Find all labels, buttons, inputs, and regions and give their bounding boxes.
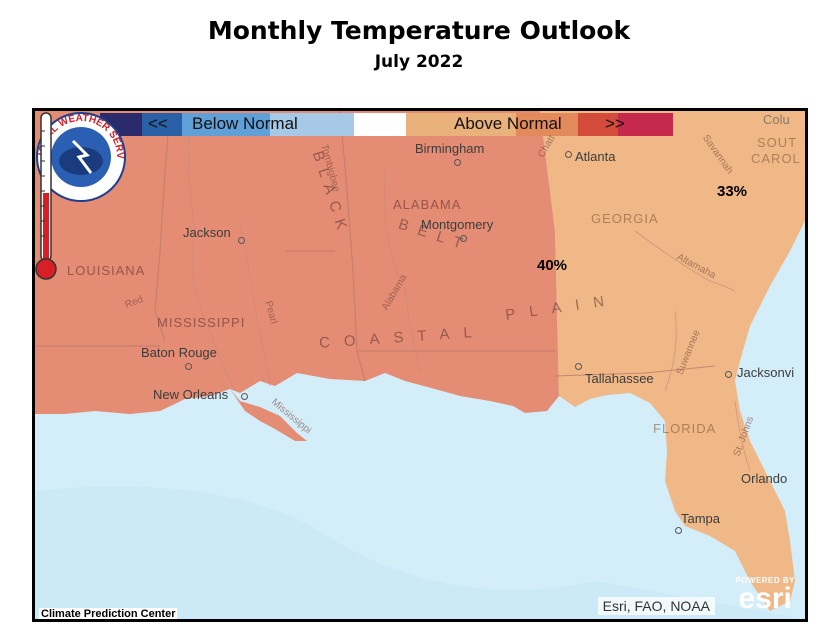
city-dot-birmingham [454,159,461,166]
city-dot-atlanta [565,151,572,158]
state-label-louisiana: LOUISIANA [67,263,146,278]
outlook-map[interactable]: << Below Normal Above Normal >> ALABAMA … [32,108,808,622]
city-atlanta: Atlanta [575,149,616,164]
esri-powered-by: POWERED BY [735,576,795,585]
state-label-alabama: ALABAMA [393,197,462,212]
city-dot-tampa [675,527,682,534]
city-jackson: Jackson [183,225,231,240]
city-dot-jackson [238,237,245,244]
city-dot-jacksonville [725,371,732,378]
region-40-percent [35,111,559,414]
city-tampa: Tampa [681,511,721,526]
city-dot-tallahassee [575,363,582,370]
legend-swatch-7 [516,113,578,136]
map-subtitle: July 2022 [374,52,464,72]
legend-above-label: Above Normal [454,114,562,133]
deep-water [35,486,805,619]
city-dot-baton-rouge [185,363,192,370]
state-label-south-carolina-2: CAROL [751,151,801,166]
city-columbia: Colu [763,112,790,127]
legend-swatch-4 [270,113,354,136]
map-canvas [35,111,805,619]
agency-label: Climate Prediction Center [39,608,178,620]
legend-swatch-3 [182,113,270,136]
state-borders [35,111,716,382]
legend-swatch-2 [142,113,182,136]
city-tallahassee: Tallahassee [585,371,654,386]
esri-logo[interactable]: POWERED BY esri [735,576,795,615]
legend-left-arrows: << [148,114,168,133]
thermometer-icon [35,112,57,280]
probability-east: 33% [717,183,748,200]
map-attribution[interactable]: Esri, FAO, NOAA [597,597,715,615]
legend-swatch-5 [354,113,406,136]
esri-brand: esri [738,582,792,615]
region-33-percent [540,111,805,611]
legend-below-label: Below Normal [192,114,298,133]
state-label-georgia: GEORGIA [591,211,659,226]
city-montgomery: Montgomery [421,217,494,232]
city-new-orleans: New Orleans [153,387,229,402]
map-title: Monthly Temperature Outlook [207,16,631,45]
city-jacksonville: Jacksonvi [737,365,795,380]
legend-bar: << Below Normal Above Normal >> [100,113,673,136]
city-birmingham: Birmingham [415,141,485,156]
legend-swatch-9 [618,113,673,136]
mississippi-delta [230,389,307,441]
city-orlando: Orlando [741,471,788,486]
city-dot-new-orleans [241,393,248,400]
legend-swatch-6 [406,113,516,136]
legend-right-arrows: >> [605,114,625,133]
state-label-south-carolina-1: SOUT [757,135,798,150]
city-dot-montgomery [460,235,467,242]
city-baton-rouge: Baton Rouge [141,345,217,360]
rivers [187,111,751,472]
state-label-mississippi: MISSISSIPPI [157,315,246,330]
probability-west: 40% [537,257,568,274]
state-label-florida: FLORIDA [653,421,717,436]
legend-swatch-8 [578,113,618,136]
